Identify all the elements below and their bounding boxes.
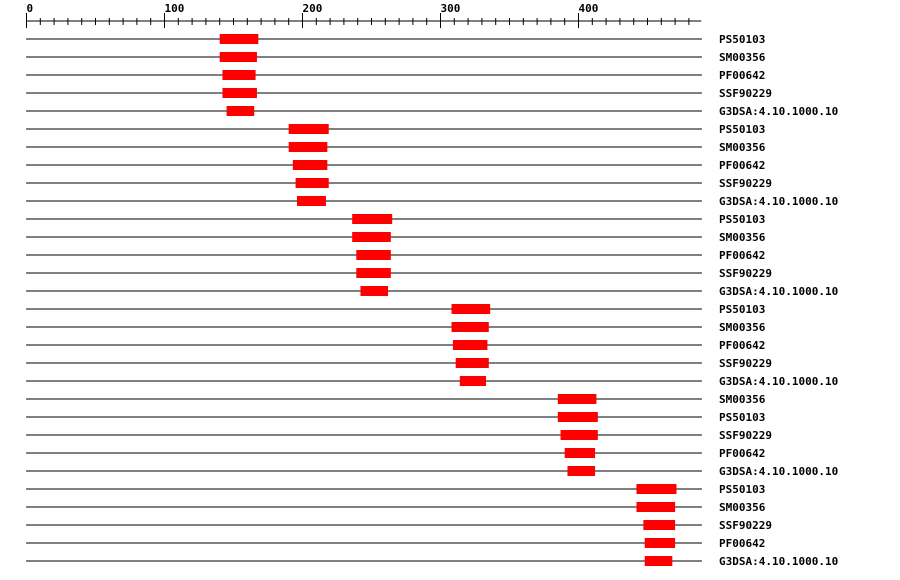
domain-label: SSF90229	[719, 429, 772, 442]
domain-label: SSF90229	[719, 87, 772, 100]
domain-bar	[288, 142, 328, 152]
domain-label: PS50103	[719, 123, 765, 136]
tick-label: 300	[441, 2, 461, 15]
domain-label: PF00642	[719, 447, 765, 460]
domain-label: G3DSA:4.10.1000.10	[719, 195, 838, 208]
domain-label: SM00356	[719, 51, 766, 64]
domain-label: SSF90229	[719, 519, 772, 532]
domain-bar	[557, 394, 597, 404]
domain-label: SM00356	[719, 231, 766, 244]
domain-bar	[352, 214, 393, 224]
domain-bar	[226, 106, 255, 116]
domain-bar	[451, 304, 491, 314]
domain-bar	[352, 232, 391, 242]
domain-bar	[219, 52, 257, 62]
domain-label: PS50103	[719, 483, 765, 496]
domain-label: PF00642	[719, 249, 765, 262]
domain-label: SM00356	[719, 141, 766, 154]
domain-label: PF00642	[719, 159, 765, 172]
domain-label: G3DSA:4.10.1000.10	[719, 285, 838, 298]
domain-label: PS50103	[719, 411, 765, 424]
domain-bar	[451, 322, 489, 332]
domain-label: PS50103	[719, 33, 765, 46]
domain-bar	[557, 412, 598, 422]
domain-bar	[292, 160, 328, 170]
domain-bar	[564, 448, 596, 458]
domain-label: PF00642	[719, 339, 765, 352]
domain-label: G3DSA:4.10.1000.10	[719, 465, 838, 478]
domain-bar	[356, 250, 391, 260]
domain-label: PF00642	[719, 69, 765, 82]
domain-label: SSF90229	[719, 267, 772, 280]
domain-bar	[459, 376, 487, 386]
domain-bar	[219, 34, 259, 44]
domain-bar	[360, 286, 389, 296]
domain-label: SM00356	[719, 393, 766, 406]
domain-label: G3DSA:4.10.1000.10	[719, 105, 838, 118]
domain-bar	[296, 196, 326, 206]
domain-bar	[288, 124, 329, 134]
domain-bar	[636, 502, 676, 512]
domain-bar	[222, 70, 256, 80]
domain-bar	[455, 358, 489, 368]
domain-bar	[356, 268, 391, 278]
domain-label: PS50103	[719, 303, 765, 316]
domain-bar	[643, 520, 676, 530]
domain-bar	[644, 538, 676, 548]
domain-label: SSF90229	[719, 357, 772, 370]
domain-label: PS50103	[719, 213, 765, 226]
domain-bar	[222, 88, 257, 98]
tick-label: 200	[303, 2, 323, 15]
domain-label: SM00356	[719, 501, 766, 514]
tick-label: 100	[165, 2, 185, 15]
tick-label: 0	[27, 2, 34, 15]
domain-label: G3DSA:4.10.1000.10	[719, 555, 838, 568]
domain-bar	[295, 178, 329, 188]
domain-bar	[452, 340, 488, 350]
domain-label: G3DSA:4.10.1000.10	[719, 375, 838, 388]
domain-label: PF00642	[719, 537, 765, 550]
tick-label: 400	[579, 2, 599, 15]
domain-bar	[644, 556, 673, 566]
domain-bar	[560, 430, 598, 440]
domain-label: SM00356	[719, 321, 766, 334]
domain-label: SSF90229	[719, 177, 772, 190]
domain-bar	[567, 466, 596, 476]
domain-bar	[636, 484, 677, 494]
